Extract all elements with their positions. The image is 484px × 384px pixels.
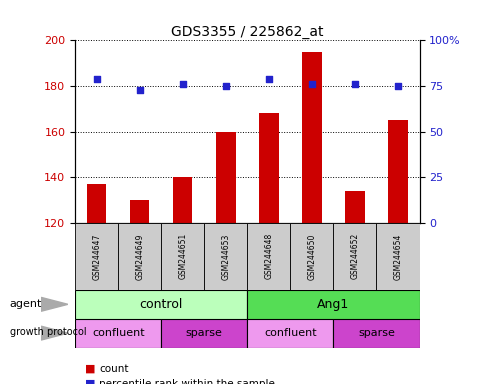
Bar <box>87 184 106 223</box>
Point <box>264 76 272 82</box>
Bar <box>161 223 204 290</box>
Bar <box>75 223 118 290</box>
Text: GSM244651: GSM244651 <box>178 233 187 280</box>
Text: sparse: sparse <box>185 328 222 338</box>
Text: growth protocol: growth protocol <box>10 327 86 337</box>
Text: GSM244648: GSM244648 <box>264 233 273 280</box>
Bar <box>75 319 161 348</box>
Point <box>222 83 229 89</box>
Bar <box>75 290 247 319</box>
Bar <box>216 131 235 223</box>
Text: percentile rank within the sample: percentile rank within the sample <box>99 379 275 384</box>
Text: GSM244650: GSM244650 <box>307 233 316 280</box>
Bar <box>302 52 321 223</box>
Point <box>393 83 401 89</box>
Bar <box>290 223 333 290</box>
Bar <box>161 319 247 348</box>
Text: ■: ■ <box>85 379 95 384</box>
Text: agent: agent <box>10 299 42 310</box>
Text: confluent: confluent <box>263 328 316 338</box>
Bar <box>118 223 161 290</box>
Bar <box>247 223 290 290</box>
Text: GSM244654: GSM244654 <box>393 233 402 280</box>
Text: confluent: confluent <box>91 328 144 338</box>
Point <box>179 81 186 87</box>
Bar <box>258 113 278 223</box>
Bar <box>204 223 247 290</box>
Title: GDS3355 / 225862_at: GDS3355 / 225862_at <box>171 25 323 39</box>
Text: GSM244652: GSM244652 <box>350 233 359 280</box>
Text: GSM244647: GSM244647 <box>92 233 101 280</box>
Text: sparse: sparse <box>357 328 394 338</box>
Point <box>350 81 358 87</box>
Text: Ang1: Ang1 <box>317 298 349 311</box>
Bar <box>333 319 419 348</box>
Bar <box>333 223 376 290</box>
Bar <box>345 191 364 223</box>
Text: count: count <box>99 364 129 374</box>
Bar <box>247 290 419 319</box>
Point <box>92 76 100 82</box>
Bar <box>247 319 333 348</box>
Text: control: control <box>139 298 182 311</box>
Polygon shape <box>41 326 68 340</box>
Bar <box>376 223 419 290</box>
Bar <box>130 200 149 223</box>
Point <box>136 88 143 94</box>
Bar <box>388 120 407 223</box>
Polygon shape <box>41 297 68 311</box>
Point <box>307 81 315 87</box>
Text: ■: ■ <box>85 364 95 374</box>
Text: GSM244649: GSM244649 <box>135 233 144 280</box>
Text: GSM244653: GSM244653 <box>221 233 230 280</box>
Bar <box>173 177 192 223</box>
